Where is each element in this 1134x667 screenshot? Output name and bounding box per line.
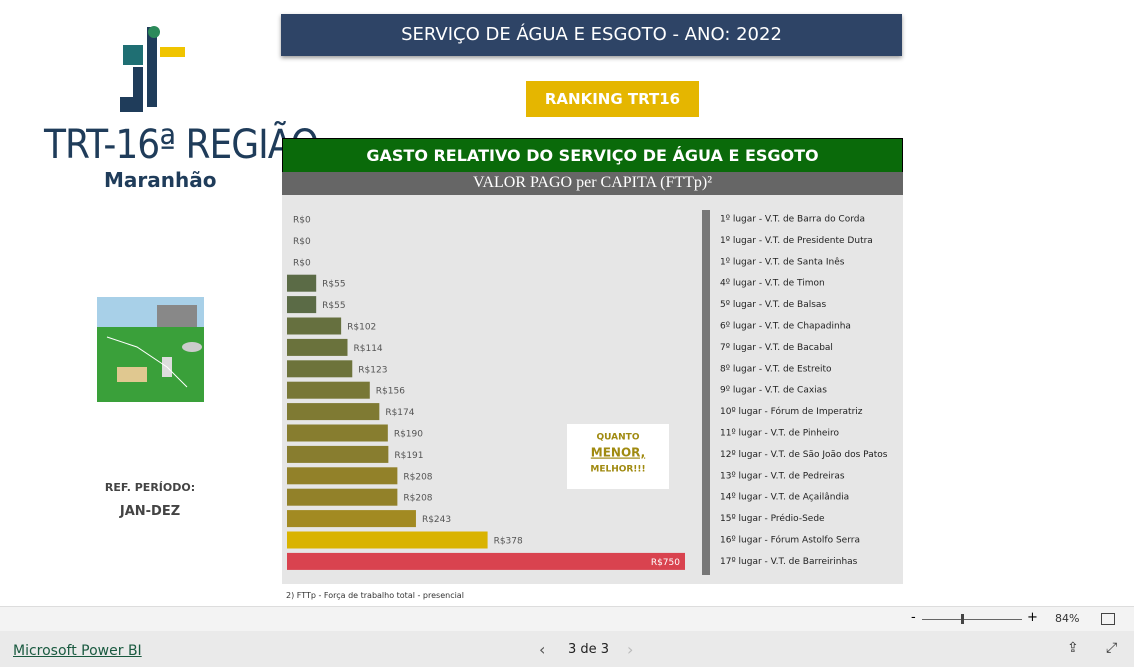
prev-page[interactable]: ‹ [539, 640, 546, 659]
period-label: REF. PERÍODO: [104, 481, 196, 494]
category-label: 5º lugar - V.T. de Balsas [720, 300, 826, 310]
zoom-level: 84% [1055, 612, 1080, 625]
footnote: 2) FTTp - Força de trabalho total - pres… [286, 591, 464, 600]
bar [287, 488, 398, 506]
value-label: R$0 [293, 237, 311, 247]
bar [287, 531, 488, 549]
category-label: 4º lugar - V.T. de Timon [720, 279, 825, 289]
bar [287, 424, 388, 442]
chart-subtitle: VALOR PAGO per CAPITA (FTTp)² [282, 172, 903, 196]
value-label: R$123 [358, 365, 387, 375]
bar [287, 296, 317, 314]
category-label: 12º lugar - V.T. de São João dos Patos [720, 450, 888, 460]
value-label: R$190 [394, 430, 423, 440]
category-label: 1º lugar - V.T. de Barra do Corda [720, 215, 865, 225]
brand-link[interactable]: Microsoft Power BI [13, 643, 142, 659]
bar [287, 338, 348, 356]
annotation-box [567, 424, 669, 489]
bar [287, 445, 389, 463]
category-label: 17º lugar - V.T. de Barreirinhas [720, 557, 858, 567]
value-label: R$378 [494, 537, 523, 547]
value-label: R$0 [293, 258, 311, 268]
next-page[interactable]: › [627, 640, 634, 659]
bar [287, 381, 370, 399]
category-label: 16º lugar - Fórum Astolfo Serra [720, 535, 860, 546]
zoom-slider[interactable] [922, 619, 1022, 620]
logo-name: TRT-16ª REGIÃO [44, 122, 319, 168]
value-label: R$243 [422, 515, 451, 525]
divider [702, 210, 710, 575]
bar [287, 403, 380, 421]
category-label: 1º lugar - V.T. de Presidente Dutra [720, 236, 873, 246]
zoom-thumb[interactable] [961, 614, 964, 624]
chart-title: GASTO RELATIVO DO SERVIÇO DE ÁGUA E ESGO… [282, 138, 903, 173]
fullscreen[interactable]: ⤢ [1106, 640, 1118, 656]
annotation: MENOR, [591, 446, 645, 460]
logo-state: Maranhão [104, 168, 217, 192]
category-label: 10º lugar - Fórum de Imperatriz [720, 406, 863, 417]
zoom-out[interactable]: - [911, 610, 916, 625]
fit-page[interactable] [1101, 613, 1115, 625]
category-label: 6º lugar - V.T. de Chapadinha [720, 322, 851, 332]
bar [287, 467, 398, 485]
footer: Microsoft Power BI ‹ 3 de 3 › ⇪ ⤢ [0, 631, 1134, 667]
page-indicator: 3 de 3 [568, 642, 610, 657]
value-label: R$174 [385, 408, 414, 418]
value-label: R$750 [651, 558, 680, 568]
share[interactable]: ⇪ [1067, 640, 1079, 656]
category-label: 8º lugar - V.T. de Estreito [720, 364, 832, 374]
value-label: R$156 [376, 387, 405, 397]
category-label: 13º lugar - V.T. de Pedreiras [720, 471, 845, 481]
value-label: R$0 [293, 216, 311, 226]
category-label: 14º lugar - V.T. de Açailândia [720, 493, 849, 503]
category-label: 7º lugar - V.T. de Bacabal [720, 343, 833, 353]
annotation: QUANTO [597, 433, 640, 443]
zoom-bar: - + 84% [0, 606, 1134, 631]
category-label: 9º lugar - V.T. de Caxias [720, 386, 827, 396]
bar [287, 317, 342, 335]
category-label: 1º lugar - V.T. de Santa Inês [720, 256, 845, 267]
period-value: JAN-DEZ [119, 504, 181, 519]
zoom-in[interactable]: + [1027, 610, 1038, 625]
value-label: R$114 [353, 344, 382, 354]
value-label: R$208 [403, 472, 432, 482]
value-label: R$208 [403, 494, 432, 504]
bar [287, 360, 353, 378]
category-label: 11º lugar - V.T. de Pinheiro [720, 429, 839, 439]
value-label: R$55 [322, 280, 345, 290]
logo-mark [120, 26, 185, 112]
page-title: SERVIÇO DE ÁGUA E ESGOTO - ANO: 2022 [281, 14, 902, 56]
value-label: R$102 [347, 323, 376, 333]
value-label: R$55 [322, 301, 345, 311]
water-illustration [97, 297, 204, 402]
bar [287, 552, 685, 570]
value-label: R$191 [394, 451, 423, 461]
ranking-badge: RANKING TRT16 [526, 81, 699, 117]
bar [287, 274, 317, 292]
bar [287, 510, 416, 528]
annotation: MELHOR!!! [590, 465, 645, 475]
chart: QUANTO MENOR, MELHOR!!! R$0 1º lugar - V.… [282, 195, 903, 584]
category-label: 15º lugar - Prédio-Sede [720, 513, 825, 524]
